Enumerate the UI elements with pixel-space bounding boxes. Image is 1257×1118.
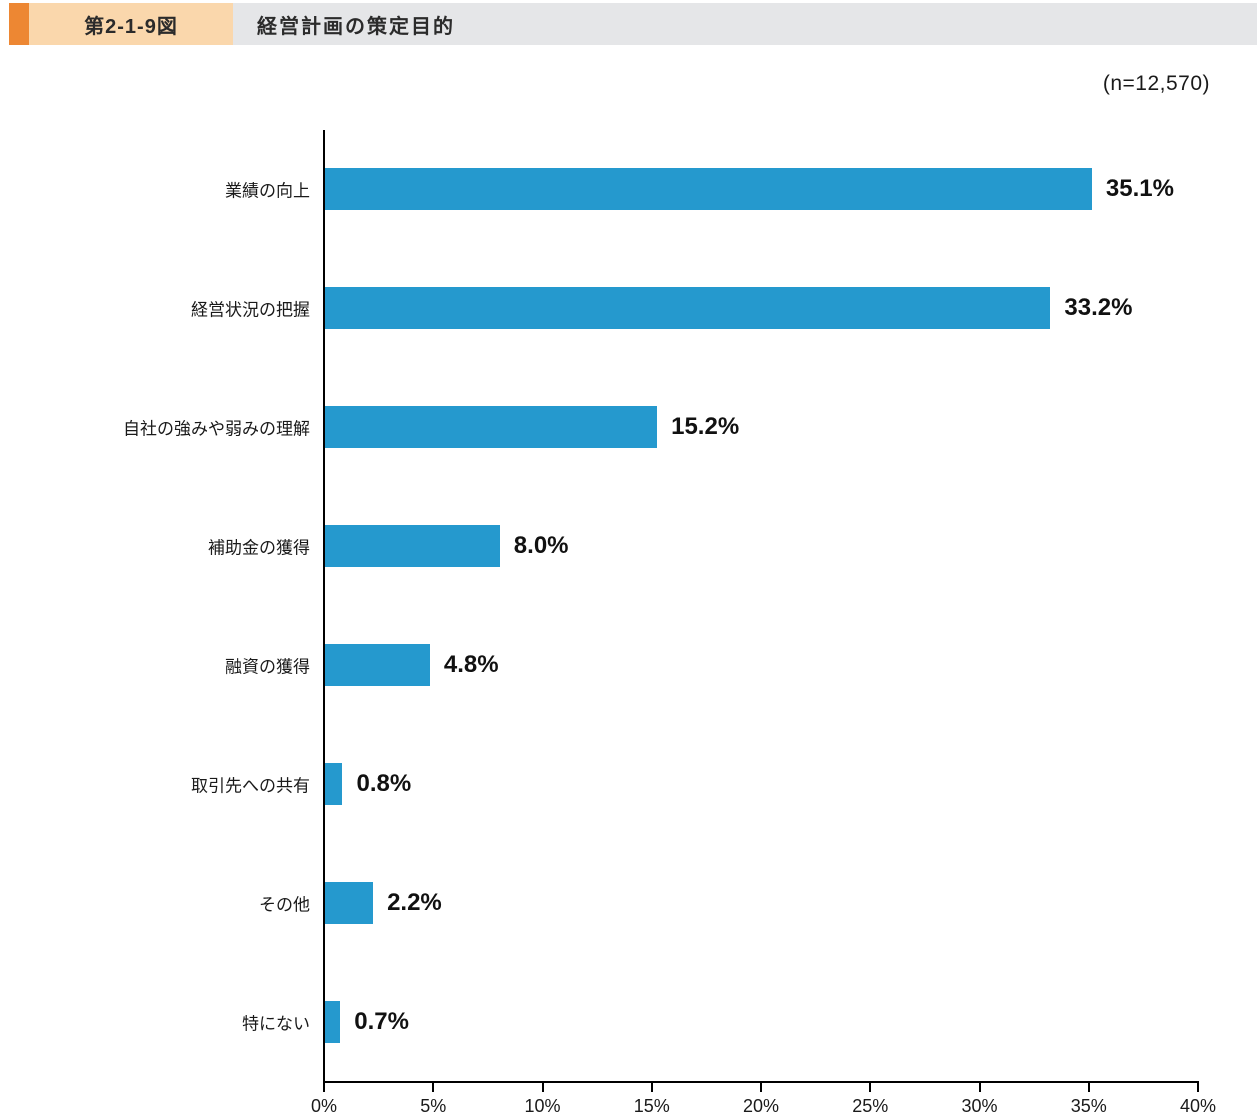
x-axis-tick-label: 25% bbox=[852, 1096, 889, 1116]
bar-row: 自社の強みや弱みの理解 15.2% bbox=[123, 368, 1199, 487]
value-label: 0.7% bbox=[354, 1007, 409, 1035]
category-label: 補助金の獲得 bbox=[208, 538, 310, 558]
figure-number-box: 第2-1-9図 bbox=[29, 3, 233, 45]
x-axis-tick-label: 40% bbox=[1179, 1096, 1217, 1116]
bar bbox=[325, 881, 374, 924]
value-label: 35.1% bbox=[1105, 175, 1174, 203]
bar-rows: 業績の向上 35.1% 経営状況の把握 33.2% 自社の強みや弱みの理解 15.2% 補助… bbox=[123, 130, 1199, 1081]
x-axis-tick-mark bbox=[650, 1083, 653, 1092]
bar-row: その他 2.2% bbox=[259, 843, 1199, 962]
category-label: 融資の獲得 bbox=[225, 657, 310, 677]
category-label: 特にない bbox=[242, 1014, 310, 1034]
x-axis-tick-mark bbox=[323, 1083, 325, 1092]
value-label: 15.2% bbox=[671, 413, 740, 441]
bar-row: 特にない 0.7% bbox=[242, 962, 1199, 1081]
x-axis-tick-label: 15% bbox=[633, 1096, 670, 1116]
x-axis-tick-mark bbox=[760, 1083, 762, 1092]
x-axis-tick-label: 20% bbox=[742, 1096, 780, 1116]
header-accent-bar bbox=[9, 3, 29, 45]
figure-title: 経営計画の策定目的 bbox=[257, 15, 455, 38]
category-label: 業績の向上 bbox=[225, 181, 310, 201]
x-axis-tick-label: 30% bbox=[961, 1096, 998, 1116]
bar bbox=[325, 168, 1092, 211]
sample-size-label: (n=12,570) bbox=[1102, 72, 1210, 95]
value-label: 33.2% bbox=[1064, 294, 1133, 322]
figure-number-label: 第2-1-9図 bbox=[84, 15, 178, 38]
figure-title-bar: 経営計画の策定目的 bbox=[233, 3, 1257, 45]
bar-row: 取引先への共有 0.8% bbox=[191, 724, 1199, 843]
bar-row: 融資の獲得 4.8% bbox=[225, 606, 1199, 725]
x-axis-tick-label: 10% bbox=[524, 1096, 561, 1116]
bar bbox=[325, 525, 500, 568]
x-axis-tick-mark bbox=[1197, 1083, 1199, 1092]
value-label: 0.8% bbox=[356, 769, 412, 797]
y-axis-line bbox=[323, 130, 325, 1083]
bar-chart: 業績の向上 35.1% 経営状況の把握 33.2% 自社の強みや弱みの理解 15.2% 補助… bbox=[123, 130, 1216, 1116]
category-label: 取引先への共有 bbox=[191, 776, 310, 796]
value-label: 4.8% bbox=[443, 650, 499, 678]
bar bbox=[325, 1000, 341, 1043]
category-label: 経営状況の把握 bbox=[191, 300, 310, 320]
x-axis-tick-mark bbox=[978, 1083, 981, 1092]
bar-row: 業績の向上 35.1% bbox=[225, 130, 1199, 249]
category-label: その他 bbox=[259, 895, 310, 915]
x-axis-tick-mark bbox=[1087, 1083, 1090, 1092]
x-axis-tick-mark bbox=[541, 1083, 544, 1092]
x-axis-tick-mark bbox=[432, 1083, 435, 1092]
bar bbox=[325, 643, 430, 686]
x-axis-tick-label: 5% bbox=[420, 1096, 447, 1116]
x-axis-tick-label: 0% bbox=[310, 1096, 337, 1116]
figure-header: 第2-1-9図 経営計画の策定目的 bbox=[9, 3, 1257, 45]
bar bbox=[325, 287, 1051, 330]
x-axis-tick-mark bbox=[869, 1083, 872, 1092]
bar-row: 経営状況の把握 33.2% bbox=[191, 249, 1199, 368]
bar bbox=[325, 762, 343, 805]
bar-row: 補助金の獲得 8.0% bbox=[208, 487, 1199, 606]
x-axis-tick-label: 35% bbox=[1070, 1096, 1107, 1116]
value-label: 2.2% bbox=[387, 888, 442, 916]
category-label: 自社の強みや弱みの理解 bbox=[123, 419, 310, 439]
x-axis-line bbox=[323, 1081, 1199, 1083]
value-label: 8.0% bbox=[513, 532, 569, 560]
bar bbox=[325, 406, 658, 449]
